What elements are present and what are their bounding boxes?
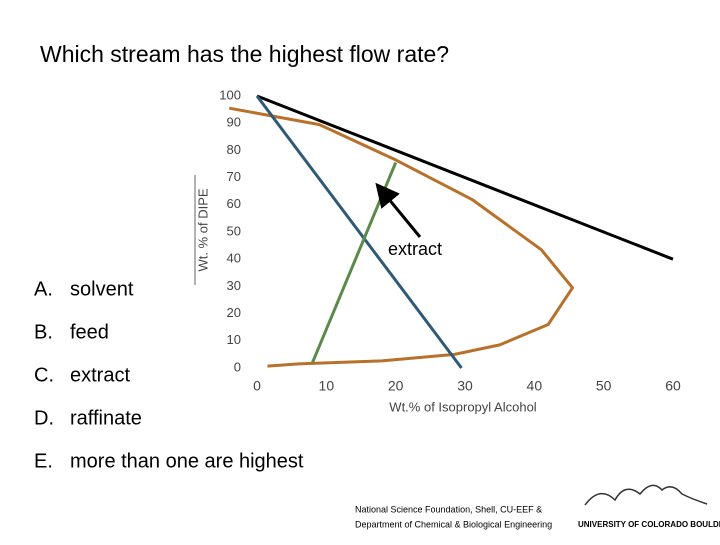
question: Which stream has the highest flow rate?: [40, 41, 449, 67]
series-line: [256, 94, 674, 261]
choice-letter: A.: [34, 278, 53, 300]
y-tick-label: 0: [234, 359, 241, 374]
x-tick-label: 40: [527, 378, 543, 394]
choice-letter: B.: [34, 321, 53, 343]
choice-letter: C.: [34, 364, 54, 386]
y-tick-label: 80: [227, 142, 241, 157]
annotation: extract: [388, 239, 442, 259]
choice-text: feed: [70, 321, 109, 343]
annotation-arrow: [375, 182, 422, 238]
y-tick-label: 100: [219, 87, 241, 102]
y-tick-label: 70: [227, 169, 241, 184]
x-tick-label: 50: [596, 378, 612, 394]
chart: 0 10 20 30 40 50 60 70 80 90 100 0 10 20 30 40 50 60 Wt.% …: [194, 87, 681, 414]
x-tick-label: 10: [319, 378, 335, 394]
choice-letter: D.: [34, 407, 54, 429]
y-tick-label: 10: [227, 332, 241, 347]
series-line: [229, 106, 574, 368]
choice-text: extract: [70, 364, 130, 386]
x-tick-label: 20: [388, 378, 404, 394]
choice-text: more than one are highest: [70, 450, 304, 472]
y-tick-label: 40: [227, 251, 241, 266]
y-tick-label: 30: [227, 278, 241, 293]
series-line: [255, 95, 463, 369]
y-tick-label: 50: [227, 223, 241, 238]
x-tick-label: 30: [457, 378, 473, 394]
y-tick-label: 20: [227, 305, 241, 320]
footer-line: Department of Chemical & Biological Engi…: [355, 519, 552, 529]
choice-text: raffinate: [70, 407, 142, 429]
footer-university: UNIVERSITY OF COLORADO BOULDER: [578, 520, 720, 529]
x-axis-label: Wt.% of Isopropyl Alcohol: [389, 399, 537, 414]
y-axis-label: Wt. % of DIPE: [195, 188, 210, 271]
choices: A. solvent B. feed C. extract D. raffinate E. mor…: [34, 278, 304, 472]
x-tick-label: 0: [253, 378, 261, 394]
footer-line: National Science Foundation, Shell, CU-E…: [355, 504, 542, 514]
choice-letter: E.: [34, 450, 53, 472]
x-tick-label: 60: [665, 378, 681, 394]
y-tick-label: 60: [227, 196, 241, 211]
logo-mountains: [584, 484, 708, 506]
y-tick-label: 90: [227, 115, 241, 130]
choice-text: solvent: [70, 278, 134, 300]
